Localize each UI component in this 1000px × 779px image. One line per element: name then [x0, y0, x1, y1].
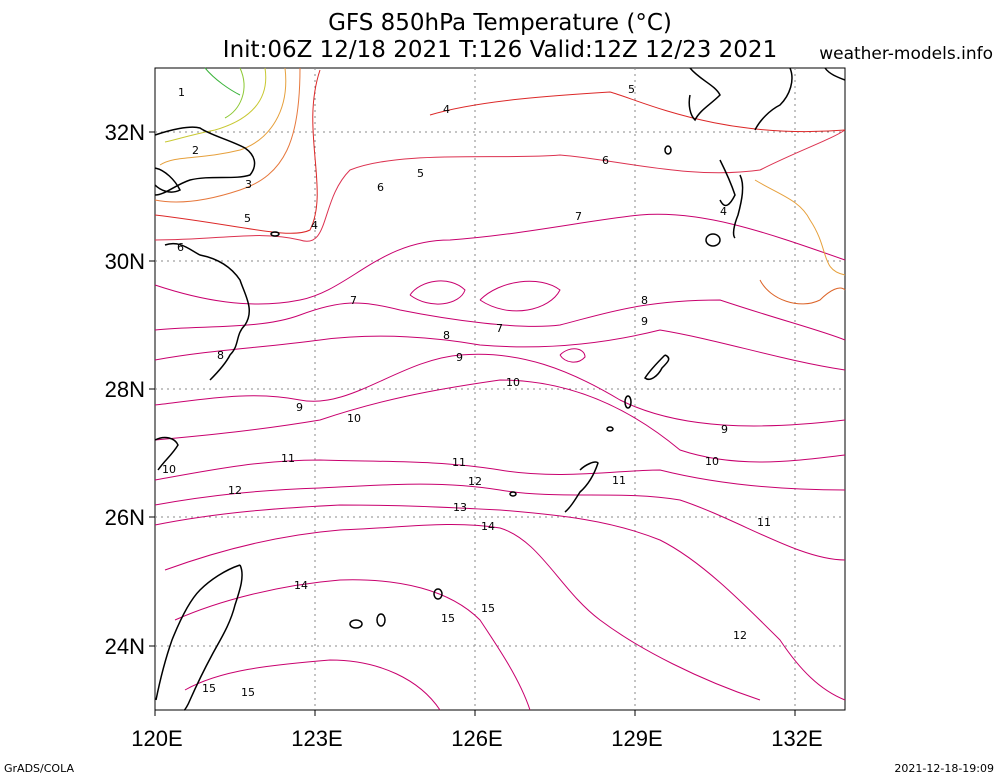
footer-timestamp: 2021-12-18-19:09	[894, 762, 994, 775]
contour-label: 10	[162, 463, 176, 476]
contour-label: 9	[296, 401, 303, 414]
contour-label: 7	[575, 210, 582, 223]
lon-label: 120E	[131, 726, 182, 751]
contour-label: 7	[350, 294, 357, 307]
contour-label: 15	[202, 682, 216, 695]
contour-label: 9	[456, 351, 463, 364]
contour-label: 5	[417, 167, 424, 180]
site-label: weather-models.info	[819, 44, 993, 64]
contour-label: 8	[217, 349, 224, 362]
contour-label: 2	[192, 144, 199, 157]
contour-label: 12	[733, 629, 747, 642]
contour-label: 11	[452, 456, 466, 469]
contour-labels: 1 2 3 4 4 4 5 5 5 6 6 6 7 7 7 8 8 8 9 9 …	[162, 83, 771, 699]
contour-label: 15	[441, 612, 455, 625]
contour-label: 10	[506, 376, 520, 389]
lon-label: 123E	[291, 726, 342, 751]
contour-label: 4	[443, 103, 450, 116]
lat-label: 30N	[105, 249, 145, 274]
contour-label: 5	[628, 83, 635, 96]
contour-label: 9	[721, 423, 728, 436]
contour-label: 6	[602, 154, 609, 167]
lon-label: 126E	[451, 726, 502, 751]
lon-label: 132E	[771, 726, 822, 751]
contour-label: 9	[641, 315, 648, 328]
contour-label: 6	[177, 241, 184, 254]
contour-label: 1	[178, 86, 185, 99]
lat-label: 28N	[105, 377, 145, 402]
contour-label: 14	[481, 520, 495, 533]
lat-label: 24N	[105, 634, 145, 659]
contour-label: 8	[443, 329, 450, 342]
contour-label: 11	[281, 452, 295, 465]
contour-label: 6	[377, 181, 384, 194]
grid-lines	[155, 68, 845, 710]
contour-label: 15	[481, 602, 495, 615]
lon-label: 129E	[611, 726, 662, 751]
contour-label: 15	[241, 686, 255, 699]
contour-label: 12	[468, 475, 482, 488]
contour-label: 14	[294, 579, 308, 592]
axis-ticks	[149, 131, 796, 716]
longitude-labels: 120E 123E 126E 129E 132E	[131, 726, 822, 751]
lat-label: 26N	[105, 505, 145, 530]
contour-label: 11	[757, 516, 771, 529]
contour-label: 4	[311, 219, 318, 232]
contour-label: 7	[496, 322, 503, 335]
contour-label: 4	[720, 205, 727, 218]
lat-label: 32N	[105, 120, 145, 145]
contour-label: 3	[245, 178, 252, 191]
contour-lines	[154, 67, 846, 711]
contour-label: 10	[347, 412, 361, 425]
contour-label: 5	[244, 212, 251, 225]
contour-label: 12	[228, 484, 242, 497]
contour-label: 13	[453, 501, 467, 514]
map-title: GFS 850hPa Temperature (°C)	[328, 10, 672, 36]
latitude-labels: 32N 30N 28N 26N 24N	[105, 120, 145, 659]
footer-software: GrADS/COLA	[4, 762, 74, 775]
contour-label: 8	[641, 294, 648, 307]
coastlines	[154, 67, 846, 711]
contour-label: 10	[705, 455, 719, 468]
map-subtitle: Init:06Z 12/18 2021 T:126 Valid:12Z 12/2…	[222, 37, 778, 63]
contour-label: 11	[612, 474, 626, 487]
